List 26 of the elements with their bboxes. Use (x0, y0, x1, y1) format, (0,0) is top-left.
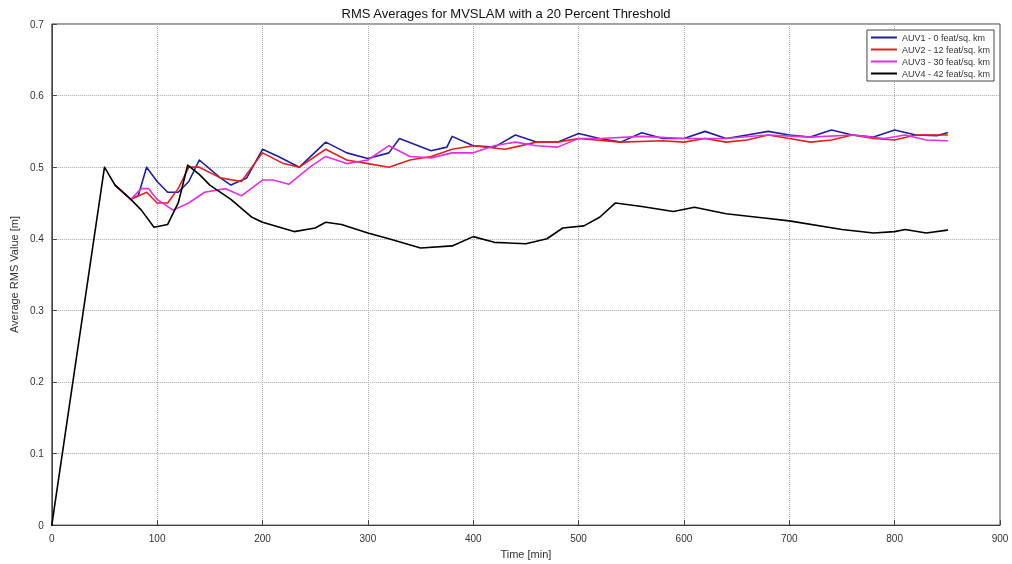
legend-label: AUV4 - 42 feat/sq. km (901, 68, 991, 79)
x-tick-label: 400 (464, 532, 482, 544)
y-tick-label: 0 (38, 519, 45, 531)
line-series (51, 164, 949, 526)
x-tick-label: 700 (780, 532, 799, 544)
y-axis-title: Average RMS Value [m] (7, 216, 20, 334)
y-tick-label: 0.4 (29, 233, 45, 245)
x-tick-label: 600 (675, 532, 693, 544)
y-tick-label: 0.6 (29, 90, 45, 102)
x-tick-label: 200 (254, 532, 272, 544)
legend-label: AUV2 - 12 feat/sq. km (901, 44, 991, 55)
x-tick-label: 800 (886, 532, 904, 544)
x-tick-label: 100 (148, 532, 166, 544)
x-axis-title: Time [min] (500, 547, 552, 560)
x-tick-label: 500 (570, 532, 588, 544)
y-tick-label: 0.3 (29, 304, 45, 316)
y-tick-label: 0.1 (29, 448, 45, 460)
y-tick-label: 0.2 (29, 376, 45, 388)
y-tick-label: 0.7 (29, 18, 45, 30)
x-tick-label: 0 (49, 532, 56, 544)
x-tick-label: 900 (991, 532, 1009, 544)
y-tick-label: 0.5 (29, 161, 45, 173)
legend-label: AUV1 - 0 feat/sq. km (901, 32, 985, 43)
chart-title: RMS Averages for MVSLAM with a 20 Percent Threshold (341, 6, 671, 21)
x-tick-label: 300 (359, 532, 377, 544)
legend-label: AUV3 - 30 feat/sq. km (901, 56, 991, 67)
